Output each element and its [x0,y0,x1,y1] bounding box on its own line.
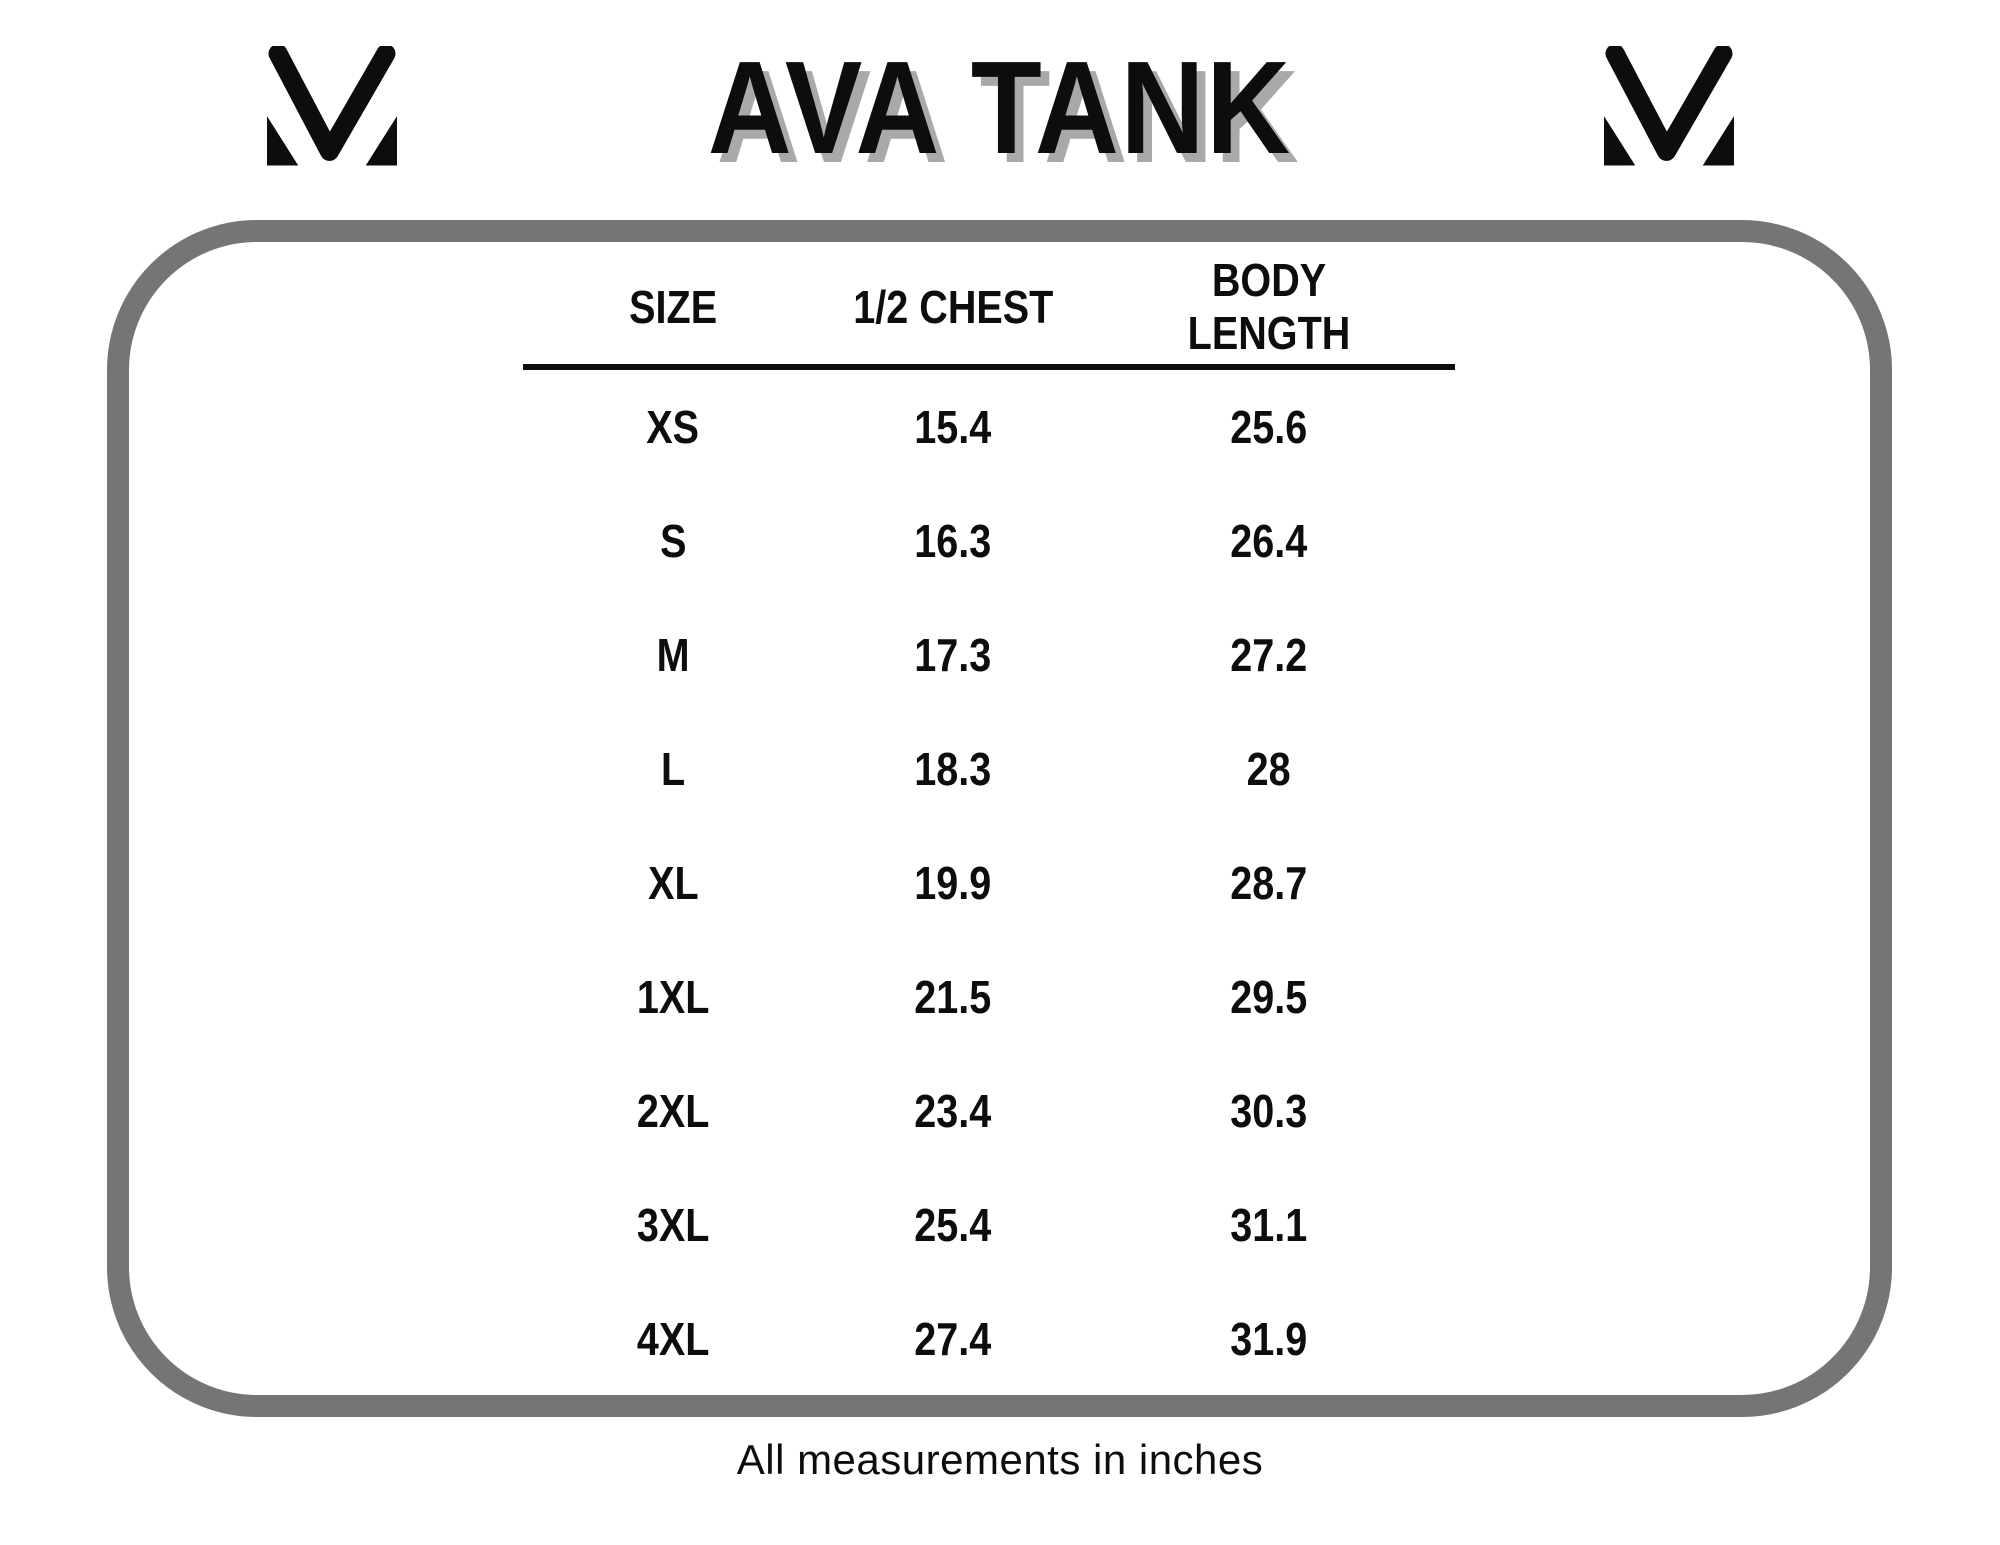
size-cell: 1XL [636,971,710,1023]
size-cell: XL [647,857,699,909]
column-header-body-length: BODY LENGTH [1187,254,1351,359]
table-row: XS 15.4 25.6 [523,370,1455,484]
page-title: AVA TANK [0,42,2000,174]
brand-monogram-icon [1604,46,1734,166]
size-cell: 2XL [636,1085,710,1137]
half-chest-cell: 23.4 [914,1085,992,1137]
half-chest-cell: 17.3 [914,629,992,681]
table-row: M 17.3 27.2 [523,598,1455,712]
body-length-cell: 26.4 [1230,515,1308,567]
column-header-half-chest: 1/2 CHEST [852,280,1054,333]
size-cell: 4XL [636,1313,710,1365]
size-cell: XS [646,401,700,453]
body-length-cell: 27.2 [1230,629,1308,681]
header-divider-line [523,364,1455,370]
half-chest-cell: 21.5 [914,971,992,1023]
column-header-size: SIZE [629,280,717,333]
table-row: L 18.3 28 [523,712,1455,826]
half-chest-cell: 27.4 [914,1313,992,1365]
body-length-cell: 28.7 [1230,857,1308,909]
body-length-cell: 29.5 [1230,971,1308,1023]
body-length-cell: 31.1 [1230,1199,1308,1251]
body-length-cell: 28 [1246,743,1291,795]
table-row: 3XL 25.4 31.1 [523,1168,1455,1282]
table-row: 2XL 23.4 30.3 [523,1054,1455,1168]
size-cell: L [660,743,686,795]
half-chest-cell: 16.3 [914,515,992,567]
size-cell: 3XL [636,1199,710,1251]
table-header-row: SIZE 1/2 CHEST BODY LENGTH [523,250,1455,364]
half-chest-cell: 19.9 [914,857,992,909]
table-row: 1XL 21.5 29.5 [523,940,1455,1054]
brand-monogram-icon [267,46,397,166]
table-row: 4XL 27.4 31.9 [523,1282,1455,1396]
table-row: S 16.3 26.4 [523,484,1455,598]
half-chest-cell: 15.4 [914,401,992,453]
body-length-cell: 25.6 [1230,401,1308,453]
size-table: SIZE 1/2 CHEST BODY LENGTH XS 15.4 25.6 … [523,250,1455,1396]
body-length-cell: 31.9 [1230,1313,1308,1365]
half-chest-cell: 18.3 [914,743,992,795]
table-row: XL 19.9 28.7 [523,826,1455,940]
half-chest-cell: 25.4 [914,1199,992,1251]
size-cell: S [659,515,687,567]
size-cell: M [656,629,690,681]
table-body: XS 15.4 25.6 S 16.3 26.4 M 17.3 27.2 L 1… [523,370,1455,1396]
page-title-text: AVA TANK [707,34,1293,181]
measurements-note: All measurements in inches [736,1436,1264,1483]
body-length-cell: 30.3 [1230,1085,1308,1137]
chart-frame-border [107,220,1892,1417]
